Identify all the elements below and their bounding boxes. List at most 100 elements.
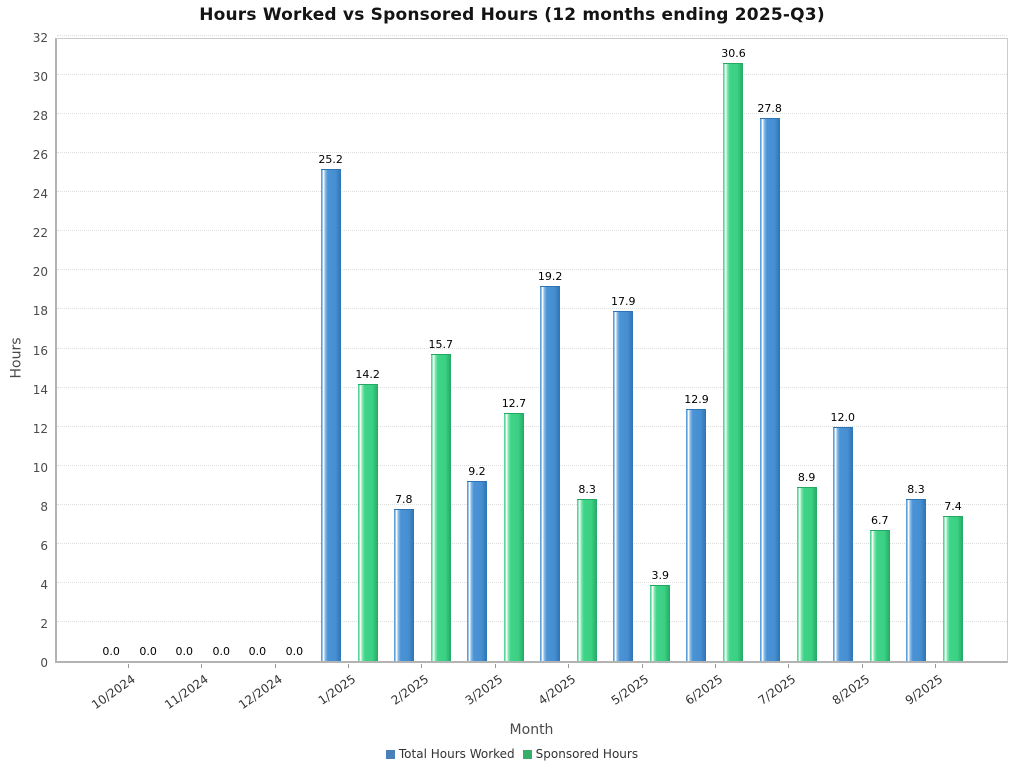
x-tick-mark: [861, 664, 863, 668]
bar-group: 7.8 15.7: [386, 338, 459, 661]
gridline: [57, 347, 1007, 349]
y-axis-tick-label: 30: [32, 70, 48, 85]
x-axis-tick-label: 5/2025: [609, 672, 652, 708]
bar-value-label: 0.0: [248, 645, 267, 658]
gridline: [57, 464, 1007, 466]
y-axis-tick-label: 28: [32, 109, 48, 124]
legend-label: Sponsored Hours: [535, 747, 639, 761]
gridline: [57, 386, 1007, 388]
bar-slot: 17.9: [611, 295, 636, 661]
bar-sponsored-hours: [430, 354, 451, 661]
y-axis-tick-label: 24: [32, 187, 48, 202]
bar-slot: 9.2: [466, 465, 487, 661]
bar-value-label: 12.9: [684, 393, 709, 407]
y-axis-tick-label: 0: [40, 656, 48, 670]
bar-slot: 7.4: [942, 500, 963, 661]
x-axis-tick-label: 2/2025: [388, 672, 432, 708]
bar-group: 12.9 30.6: [678, 47, 751, 661]
bar-slot: 15.7: [429, 338, 453, 661]
bar-value-label: 12.0: [830, 410, 856, 424]
gridline: [57, 152, 1007, 154]
bar-value-label: 7.4: [944, 500, 962, 514]
x-axis-tick-label: 7/2025: [755, 672, 799, 708]
bar-value-label: 27.8: [757, 102, 782, 116]
legend-item: Total Hours Worked: [385, 747, 515, 761]
bar-value-label: 25.2: [318, 152, 343, 166]
bar-total-hours-worked: [905, 498, 926, 661]
bar-slot: 27.8: [757, 102, 782, 661]
gridline: [57, 269, 1007, 271]
bar-slot: 3.9: [650, 569, 671, 661]
bar-value-label: 19.2: [537, 270, 563, 283]
gridline: [57, 581, 1007, 583]
gridline: [57, 620, 1007, 622]
x-tick-mark: [274, 664, 276, 668]
bar-total-hours-worked: [466, 481, 487, 661]
y-axis-tick-label: 22: [32, 226, 48, 241]
legend: Total Hours Worked Sponsored Hours: [0, 747, 1024, 761]
bar-slot: 12.9: [684, 393, 709, 661]
bar-group: 12.0 6.7: [825, 411, 898, 661]
bar-slot: 6.7: [869, 514, 890, 661]
bar-slot: 8.3: [905, 483, 926, 661]
x-tick-mark: [421, 664, 423, 668]
bar-value-label: 0.0: [102, 645, 120, 658]
bar-group: 9.2 12.7: [459, 397, 532, 661]
bar-slot: 8.3: [577, 483, 598, 661]
x-axis-tick-label: 12/2024: [235, 672, 285, 713]
gridline: [57, 230, 1007, 232]
bar-sponsored-hours: [942, 516, 963, 661]
gridline: [57, 308, 1007, 310]
y-axis-tick-label: 12: [32, 421, 48, 436]
legend-swatch-icon: [522, 749, 532, 759]
bar-sponsored-hours: [796, 487, 817, 661]
bar-value-label: 7.8: [395, 492, 413, 506]
y-axis-tick-label: 32: [32, 31, 48, 45]
bar-total-hours-worked: [540, 286, 561, 661]
bar-slot: 8.9: [796, 471, 817, 661]
x-tick-mark: [201, 664, 203, 668]
bar-value-label: 6.7: [871, 514, 889, 528]
gridline: [57, 35, 1007, 36]
bar-slot: 14.2: [355, 368, 380, 661]
y-axis-tick-label: 26: [32, 148, 48, 163]
x-tick-mark: [127, 664, 129, 668]
bar-slot: 12.7: [502, 397, 526, 661]
x-tick-mark: [347, 664, 349, 668]
bar-slot: 30.6: [721, 47, 746, 661]
bar-total-hours-worked: [613, 311, 634, 661]
bar-value-label: 8.3: [907, 482, 925, 496]
bar-value-label: 0.0: [139, 645, 157, 658]
bar-slot: 7.8: [393, 493, 414, 661]
y-axis-tick-label: 4: [40, 577, 48, 592]
bar-value-label: 0.0: [175, 645, 194, 658]
bar-sponsored-hours: [869, 530, 890, 661]
bar-value-label: 14.2: [355, 367, 380, 381]
gridline: [57, 113, 1007, 115]
bar-total-hours-worked: [759, 118, 780, 661]
bar-total-hours-worked: [832, 426, 853, 661]
bar-group: 17.9 3.9: [605, 295, 678, 661]
bar-sponsored-hours: [577, 498, 598, 661]
bar-value-label: 0.0: [285, 645, 304, 658]
gridline: [57, 542, 1007, 544]
bar-sponsored-hours: [357, 383, 378, 661]
y-axis-tick-label: 8: [40, 499, 48, 514]
bar-value-label: 12.7: [501, 396, 527, 410]
bar-group: 27.8 8.9: [752, 102, 825, 661]
bar-group: 8.3 7.4: [898, 483, 971, 661]
gridline: [57, 425, 1007, 427]
bar-value-label: 0.0: [212, 645, 231, 658]
bar-total-hours-worked: [393, 508, 414, 661]
bar-value-label: 8.3: [578, 482, 596, 496]
bar-value-label: 30.6: [721, 47, 746, 61]
bar-value-label: 15.7: [428, 338, 454, 352]
x-tick-mark: [641, 664, 643, 668]
x-axis-tick-label: 9/2025: [902, 672, 946, 708]
x-axis-tick-label: 10/2024: [88, 672, 138, 713]
legend-label: Total Hours Worked: [398, 747, 515, 761]
bar-total-hours-worked: [320, 168, 341, 661]
gridline: [57, 191, 1007, 193]
bar-sponsored-hours: [503, 412, 524, 661]
